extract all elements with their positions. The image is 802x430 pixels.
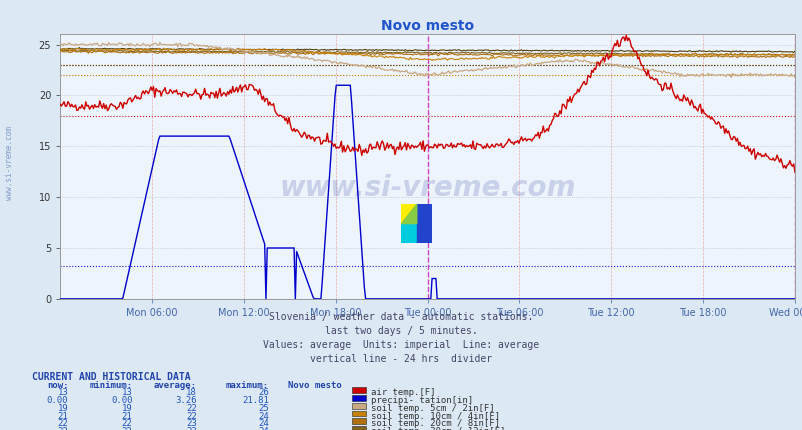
Text: soil temp. 5cm / 2in[F]: soil temp. 5cm / 2in[F] <box>371 404 494 413</box>
Text: 18: 18 <box>186 388 196 397</box>
Text: 22: 22 <box>58 419 68 428</box>
Text: 0.00: 0.00 <box>111 396 132 405</box>
Text: maximum:: maximum: <box>225 381 269 390</box>
Text: 22: 22 <box>122 419 132 428</box>
Text: 26: 26 <box>258 388 269 397</box>
Text: 19: 19 <box>122 404 132 413</box>
Text: 21: 21 <box>58 412 68 421</box>
Text: soil temp. 20cm / 8in[F]: soil temp. 20cm / 8in[F] <box>371 419 500 428</box>
Polygon shape <box>401 224 416 243</box>
Text: 22: 22 <box>186 412 196 421</box>
Text: now:: now: <box>47 381 68 390</box>
Text: minimum:: minimum: <box>89 381 132 390</box>
Polygon shape <box>416 204 431 243</box>
Text: 13: 13 <box>122 388 132 397</box>
Text: 23: 23 <box>186 427 196 430</box>
Polygon shape <box>401 204 416 224</box>
Text: 0.00: 0.00 <box>47 396 68 405</box>
Text: CURRENT AND HISTORICAL DATA: CURRENT AND HISTORICAL DATA <box>32 372 191 382</box>
Text: 24: 24 <box>258 427 269 430</box>
Text: Slovenia / weather data - automatic stations.: Slovenia / weather data - automatic stat… <box>269 312 533 322</box>
Polygon shape <box>401 204 416 224</box>
Text: 21: 21 <box>122 412 132 421</box>
Text: 3.26: 3.26 <box>175 396 196 405</box>
Text: Novo mesto: Novo mesto <box>287 381 341 390</box>
Text: www.si-vreme.com: www.si-vreme.com <box>279 174 575 202</box>
Text: 23: 23 <box>186 419 196 428</box>
Text: vertical line - 24 hrs  divider: vertical line - 24 hrs divider <box>310 354 492 364</box>
Text: 25: 25 <box>258 404 269 413</box>
Text: 24: 24 <box>258 412 269 421</box>
Text: 19: 19 <box>58 404 68 413</box>
Text: average:: average: <box>153 381 196 390</box>
Title: Novo mesto: Novo mesto <box>381 19 473 33</box>
Text: 13: 13 <box>58 388 68 397</box>
Text: 21.81: 21.81 <box>242 396 269 405</box>
Text: 22: 22 <box>58 427 68 430</box>
Text: soil temp. 30cm / 12in[F]: soil temp. 30cm / 12in[F] <box>371 427 504 430</box>
Text: air temp.[F]: air temp.[F] <box>371 388 435 397</box>
Text: precipi- tation[in]: precipi- tation[in] <box>371 396 472 405</box>
Text: Values: average  Units: imperial  Line: average: Values: average Units: imperial Line: av… <box>263 340 539 350</box>
Text: 24: 24 <box>258 419 269 428</box>
Text: 22: 22 <box>122 427 132 430</box>
Text: soil temp. 10cm / 4in[F]: soil temp. 10cm / 4in[F] <box>371 412 500 421</box>
Text: last two days / 5 minutes.: last two days / 5 minutes. <box>325 326 477 336</box>
Text: 22: 22 <box>186 404 196 413</box>
Text: www.si-vreme.com: www.si-vreme.com <box>5 126 14 200</box>
